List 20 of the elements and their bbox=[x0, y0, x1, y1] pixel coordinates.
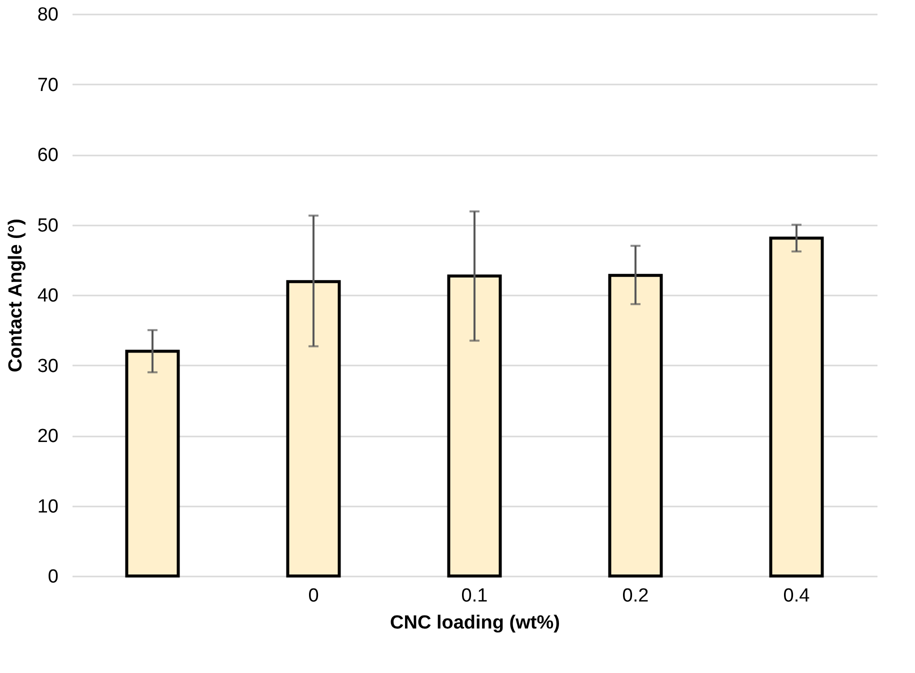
bar bbox=[608, 274, 663, 578]
x-tick-label: 0.2 bbox=[622, 586, 649, 606]
x-tick-label: 0 bbox=[308, 586, 319, 606]
bar bbox=[769, 236, 824, 578]
y-tick-label: 50 bbox=[37, 215, 58, 236]
x-axis-title: CNC loading (wt%) bbox=[390, 612, 560, 634]
x-tick-label: 0.1 bbox=[461, 586, 488, 606]
y-tick-label: 80 bbox=[37, 4, 58, 26]
bar bbox=[125, 350, 180, 578]
y-tick-label: 20 bbox=[37, 426, 58, 447]
y-tick-label: 70 bbox=[37, 74, 58, 96]
y-tick-label: 0 bbox=[48, 566, 58, 588]
y-tick-label: 60 bbox=[37, 145, 58, 166]
bar bbox=[286, 280, 341, 578]
bar bbox=[447, 274, 502, 578]
x-tick-label: 0.4 bbox=[783, 586, 810, 606]
y-tick-label: 40 bbox=[37, 286, 58, 306]
y-tick-label: 30 bbox=[37, 356, 58, 377]
y-axis-title: Contact Angle (°) bbox=[5, 218, 26, 372]
y-tick-label: 10 bbox=[37, 496, 58, 518]
